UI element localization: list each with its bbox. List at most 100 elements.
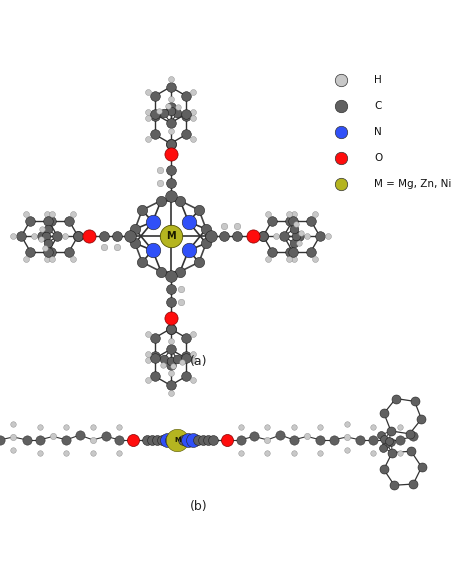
Point — [167, 345, 174, 354]
Point — [290, 448, 298, 458]
Point — [138, 257, 146, 266]
Point — [44, 225, 51, 234]
Point — [167, 119, 174, 128]
Point — [210, 435, 217, 445]
Point — [131, 239, 139, 248]
Point — [44, 238, 51, 247]
Point — [113, 231, 121, 240]
Point — [167, 139, 174, 149]
Point — [156, 178, 164, 187]
Point — [190, 87, 197, 96]
Point — [176, 196, 184, 205]
Point — [148, 435, 156, 445]
Point — [27, 216, 34, 225]
Point — [330, 435, 337, 445]
Point — [167, 324, 174, 333]
Point — [45, 216, 52, 225]
Point — [356, 435, 364, 445]
Point — [9, 446, 17, 455]
Point — [237, 422, 245, 431]
Point — [0, 435, 4, 445]
Point — [182, 130, 190, 139]
Point — [182, 333, 190, 342]
Point — [264, 435, 271, 445]
Point — [290, 225, 297, 234]
Point — [167, 272, 174, 281]
Point — [9, 419, 17, 428]
Point — [264, 209, 272, 218]
Point — [170, 362, 177, 371]
Point — [167, 82, 174, 91]
Point — [311, 209, 319, 218]
Point — [173, 354, 181, 363]
Point — [317, 448, 324, 458]
Point — [74, 231, 82, 240]
Point — [169, 435, 176, 445]
Text: (b): (b) — [190, 500, 208, 513]
Point — [116, 435, 123, 445]
Point — [303, 231, 311, 240]
Point — [167, 337, 174, 346]
Point — [144, 134, 152, 143]
Point — [74, 231, 82, 240]
Point — [36, 234, 44, 243]
Point — [36, 422, 44, 431]
Point — [89, 448, 97, 458]
Point — [280, 231, 288, 240]
Point — [63, 448, 70, 458]
Point — [63, 435, 70, 445]
Point — [268, 247, 276, 256]
Point — [285, 254, 292, 263]
Point — [337, 101, 345, 111]
Point — [65, 247, 73, 256]
Point — [47, 247, 55, 256]
Point — [176, 267, 184, 276]
Point — [36, 448, 44, 458]
Text: O: O — [374, 153, 383, 163]
Point — [311, 254, 319, 263]
Point — [396, 435, 404, 445]
Point — [18, 231, 25, 240]
Point — [151, 333, 159, 342]
Point — [151, 351, 159, 360]
Point — [138, 205, 146, 214]
Point — [167, 178, 174, 187]
Point — [164, 101, 172, 111]
Point — [292, 231, 300, 240]
Point — [144, 87, 152, 96]
Point — [259, 231, 267, 240]
Point — [182, 91, 190, 100]
Point — [380, 465, 388, 474]
Point — [156, 165, 164, 174]
Point — [151, 112, 159, 121]
Point — [82, 231, 90, 240]
Point — [167, 389, 174, 398]
Point — [167, 103, 174, 112]
Point — [370, 448, 377, 458]
Point — [182, 354, 190, 363]
Point — [179, 357, 186, 366]
Point — [264, 422, 271, 431]
Point — [9, 231, 17, 240]
Point — [167, 369, 174, 378]
Point — [164, 435, 171, 445]
Point — [65, 216, 73, 225]
Point — [189, 435, 197, 445]
Point — [272, 231, 280, 240]
Point — [343, 446, 351, 455]
Point — [387, 438, 395, 447]
Point — [407, 447, 415, 456]
Point — [277, 430, 284, 439]
Point — [316, 231, 324, 240]
Point — [343, 419, 351, 428]
Point — [392, 394, 400, 403]
Point — [160, 354, 168, 363]
Text: M = Mg, Zn, Ni: M = Mg, Zn, Ni — [374, 179, 452, 189]
Point — [387, 426, 395, 435]
Point — [285, 209, 292, 218]
Point — [190, 350, 197, 359]
Point — [23, 435, 30, 445]
Point — [173, 109, 181, 118]
Point — [264, 254, 272, 263]
Point — [385, 437, 393, 446]
